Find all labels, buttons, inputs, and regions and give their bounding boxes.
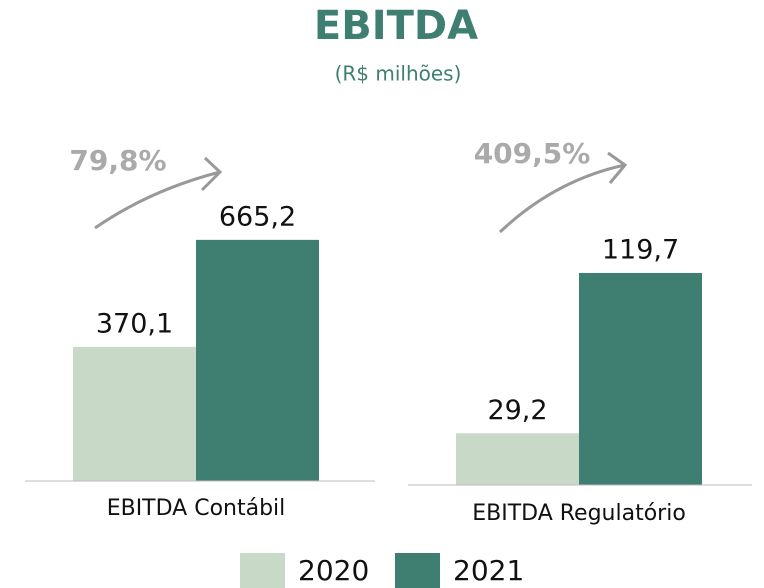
value-label: 370,1 bbox=[96, 308, 173, 339]
chart-subtitle: (R$ milhões) bbox=[335, 62, 462, 86]
legend-swatch bbox=[240, 553, 285, 588]
legend-swatch bbox=[395, 553, 440, 588]
bar bbox=[579, 272, 702, 485]
bar bbox=[196, 239, 319, 481]
value-label: 29,2 bbox=[487, 395, 547, 426]
bar bbox=[73, 346, 196, 481]
growth-arrow-head bbox=[607, 151, 628, 184]
growth-arrow bbox=[94, 170, 221, 230]
x-axis-label: EBITDA Regulatório bbox=[472, 501, 686, 526]
chart-title: EBITDA bbox=[314, 3, 478, 49]
value-label: 119,7 bbox=[602, 234, 679, 265]
growth-annotation: 79,8% bbox=[69, 144, 166, 177]
growth-annotation: 409,5% bbox=[474, 137, 591, 170]
value-label: 665,2 bbox=[219, 201, 296, 232]
legend-label: 2020 bbox=[298, 554, 369, 587]
growth-arrow bbox=[498, 163, 626, 234]
x-axis-label: EBITDA Contábil bbox=[107, 496, 286, 521]
legend-label: 2021 bbox=[453, 554, 524, 587]
bar bbox=[456, 433, 579, 485]
growth-arrow-head bbox=[200, 156, 223, 192]
